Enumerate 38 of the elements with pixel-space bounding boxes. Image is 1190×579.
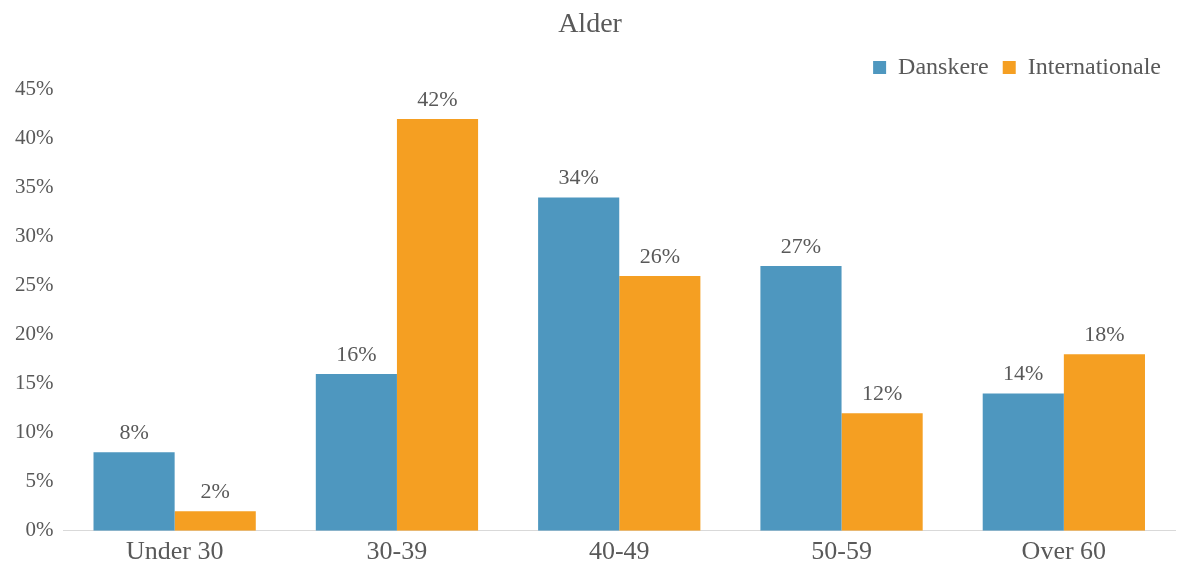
bar bbox=[538, 197, 620, 531]
bar bbox=[174, 511, 256, 531]
bar bbox=[619, 275, 701, 531]
y-tick-label: 15% bbox=[14, 370, 54, 395]
data-label: 42% bbox=[417, 85, 458, 111]
data-label: 26% bbox=[639, 242, 680, 268]
legend-label: Internationale bbox=[1027, 52, 1161, 79]
bar bbox=[396, 119, 479, 531]
data-label: 14% bbox=[1003, 360, 1044, 386]
chart-title: Alder bbox=[558, 7, 623, 39]
bar bbox=[315, 373, 397, 531]
data-label: 8% bbox=[119, 419, 149, 445]
x-tick-label: Under 30 bbox=[125, 536, 224, 566]
y-tick-label: 45% bbox=[14, 76, 54, 101]
data-label: 16% bbox=[336, 340, 377, 366]
x-tick-label: 30-39 bbox=[366, 536, 428, 566]
y-tick-label: 0% bbox=[25, 517, 54, 542]
legend-label: Danskere bbox=[898, 52, 989, 79]
y-tick-label: 25% bbox=[14, 272, 54, 297]
y-tick-label: 5% bbox=[25, 468, 54, 493]
bar bbox=[93, 452, 175, 531]
data-label: 18% bbox=[1084, 321, 1125, 347]
data-label: 34% bbox=[558, 164, 599, 190]
bar bbox=[982, 393, 1064, 531]
y-tick-label: 35% bbox=[14, 174, 54, 199]
bar bbox=[841, 413, 923, 531]
y-tick-label: 40% bbox=[14, 125, 54, 150]
bar bbox=[1063, 354, 1145, 531]
x-tick-label: Over 60 bbox=[1021, 536, 1107, 566]
data-label: 2% bbox=[200, 477, 230, 503]
y-tick-label: 20% bbox=[14, 321, 54, 346]
y-tick-label: 10% bbox=[14, 419, 54, 444]
data-label: 12% bbox=[861, 379, 903, 405]
y-tick-label: 30% bbox=[14, 223, 54, 248]
bar bbox=[760, 266, 842, 531]
x-tick-label: 40-49 bbox=[588, 536, 650, 566]
x-tick-label: 50-59 bbox=[811, 536, 872, 566]
data-label: 27% bbox=[780, 232, 822, 258]
